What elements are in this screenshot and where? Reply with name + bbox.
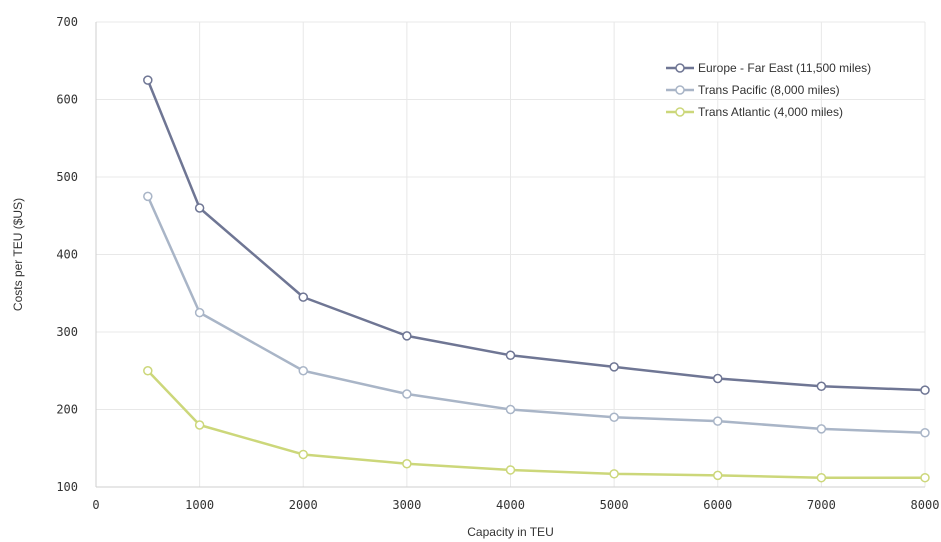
legend-label: Europe - Far East (11,500 miles) — [698, 61, 871, 75]
data-point — [816, 381, 827, 391]
data-point — [713, 416, 723, 426]
legend-marker — [675, 63, 685, 73]
x-tick-label: 3000 — [392, 498, 421, 512]
y-tick-label: 200 — [56, 403, 78, 417]
data-point — [609, 469, 619, 479]
data-point — [402, 459, 412, 469]
x-tick-label: 1000 — [185, 498, 214, 512]
data-point — [402, 389, 412, 399]
data-point — [816, 472, 827, 483]
grid — [96, 21, 926, 488]
x-tick-label: 4000 — [496, 498, 525, 512]
y-tick-label: 700 — [56, 15, 78, 29]
data-point — [298, 449, 308, 460]
x-tick-label: 6000 — [703, 498, 732, 512]
data-point — [194, 307, 205, 318]
legend-item: Trans Atlantic (4,000 miles) — [666, 105, 843, 119]
data-point — [194, 420, 205, 430]
x-tick-label: 7000 — [807, 498, 836, 512]
data-point — [920, 428, 930, 438]
data-point — [505, 465, 516, 475]
data-point — [713, 373, 723, 384]
legend-marker — [675, 107, 685, 117]
data-point — [920, 472, 930, 483]
x-tick-labels: 0 1000 2000 3000 4000 5000 6000 7000 8000 — [92, 498, 939, 512]
x-axis-title: Capacity in TEU — [467, 525, 553, 539]
series-3 — [143, 366, 930, 483]
y-axis-title: Costs per TEU ($US) — [11, 198, 25, 311]
data-point — [143, 366, 153, 376]
data-point — [194, 203, 205, 213]
legend-label: Trans Atlantic (4,000 miles) — [698, 105, 843, 119]
legend: Europe - Far East (11,500 miles) Trans Pa… — [666, 61, 871, 119]
axes — [95, 22, 925, 488]
data-point — [402, 331, 412, 341]
y-tick-label: 400 — [56, 248, 78, 262]
y-tick-label: 500 — [56, 170, 78, 184]
y-tick-labels: 100 200 300 400 500 600 700 — [56, 15, 78, 494]
legend-marker — [675, 85, 685, 95]
y-tick-label: 300 — [56, 325, 78, 339]
series-layer — [143, 75, 930, 483]
x-tick-label: 0 — [92, 498, 99, 512]
y-tick-label: 100 — [56, 480, 78, 494]
series-line — [146, 369, 925, 479]
legend-item: Europe - Far East (11,500 miles) — [666, 61, 871, 75]
series-line — [146, 79, 926, 392]
x-tick-label: 5000 — [600, 498, 629, 512]
data-point — [505, 350, 516, 360]
legend-label: Trans Pacific (8,000 miles) — [698, 83, 840, 97]
data-point — [298, 292, 308, 302]
data-point — [143, 191, 153, 202]
series-1 — [143, 75, 930, 395]
x-tick-label: 2000 — [289, 498, 318, 512]
legend-item: Trans Pacific (8,000 miles) — [666, 83, 840, 97]
data-point — [143, 75, 153, 85]
data-point — [609, 412, 619, 422]
data-point — [713, 470, 723, 481]
data-point — [609, 362, 619, 372]
y-tick-label: 600 — [56, 93, 78, 107]
series-2 — [143, 191, 930, 438]
data-point — [920, 385, 930, 395]
series-line — [146, 195, 926, 434]
data-point — [505, 404, 516, 415]
data-point — [816, 424, 827, 434]
x-tick-label: 8000 — [911, 498, 940, 512]
data-point — [298, 366, 308, 376]
